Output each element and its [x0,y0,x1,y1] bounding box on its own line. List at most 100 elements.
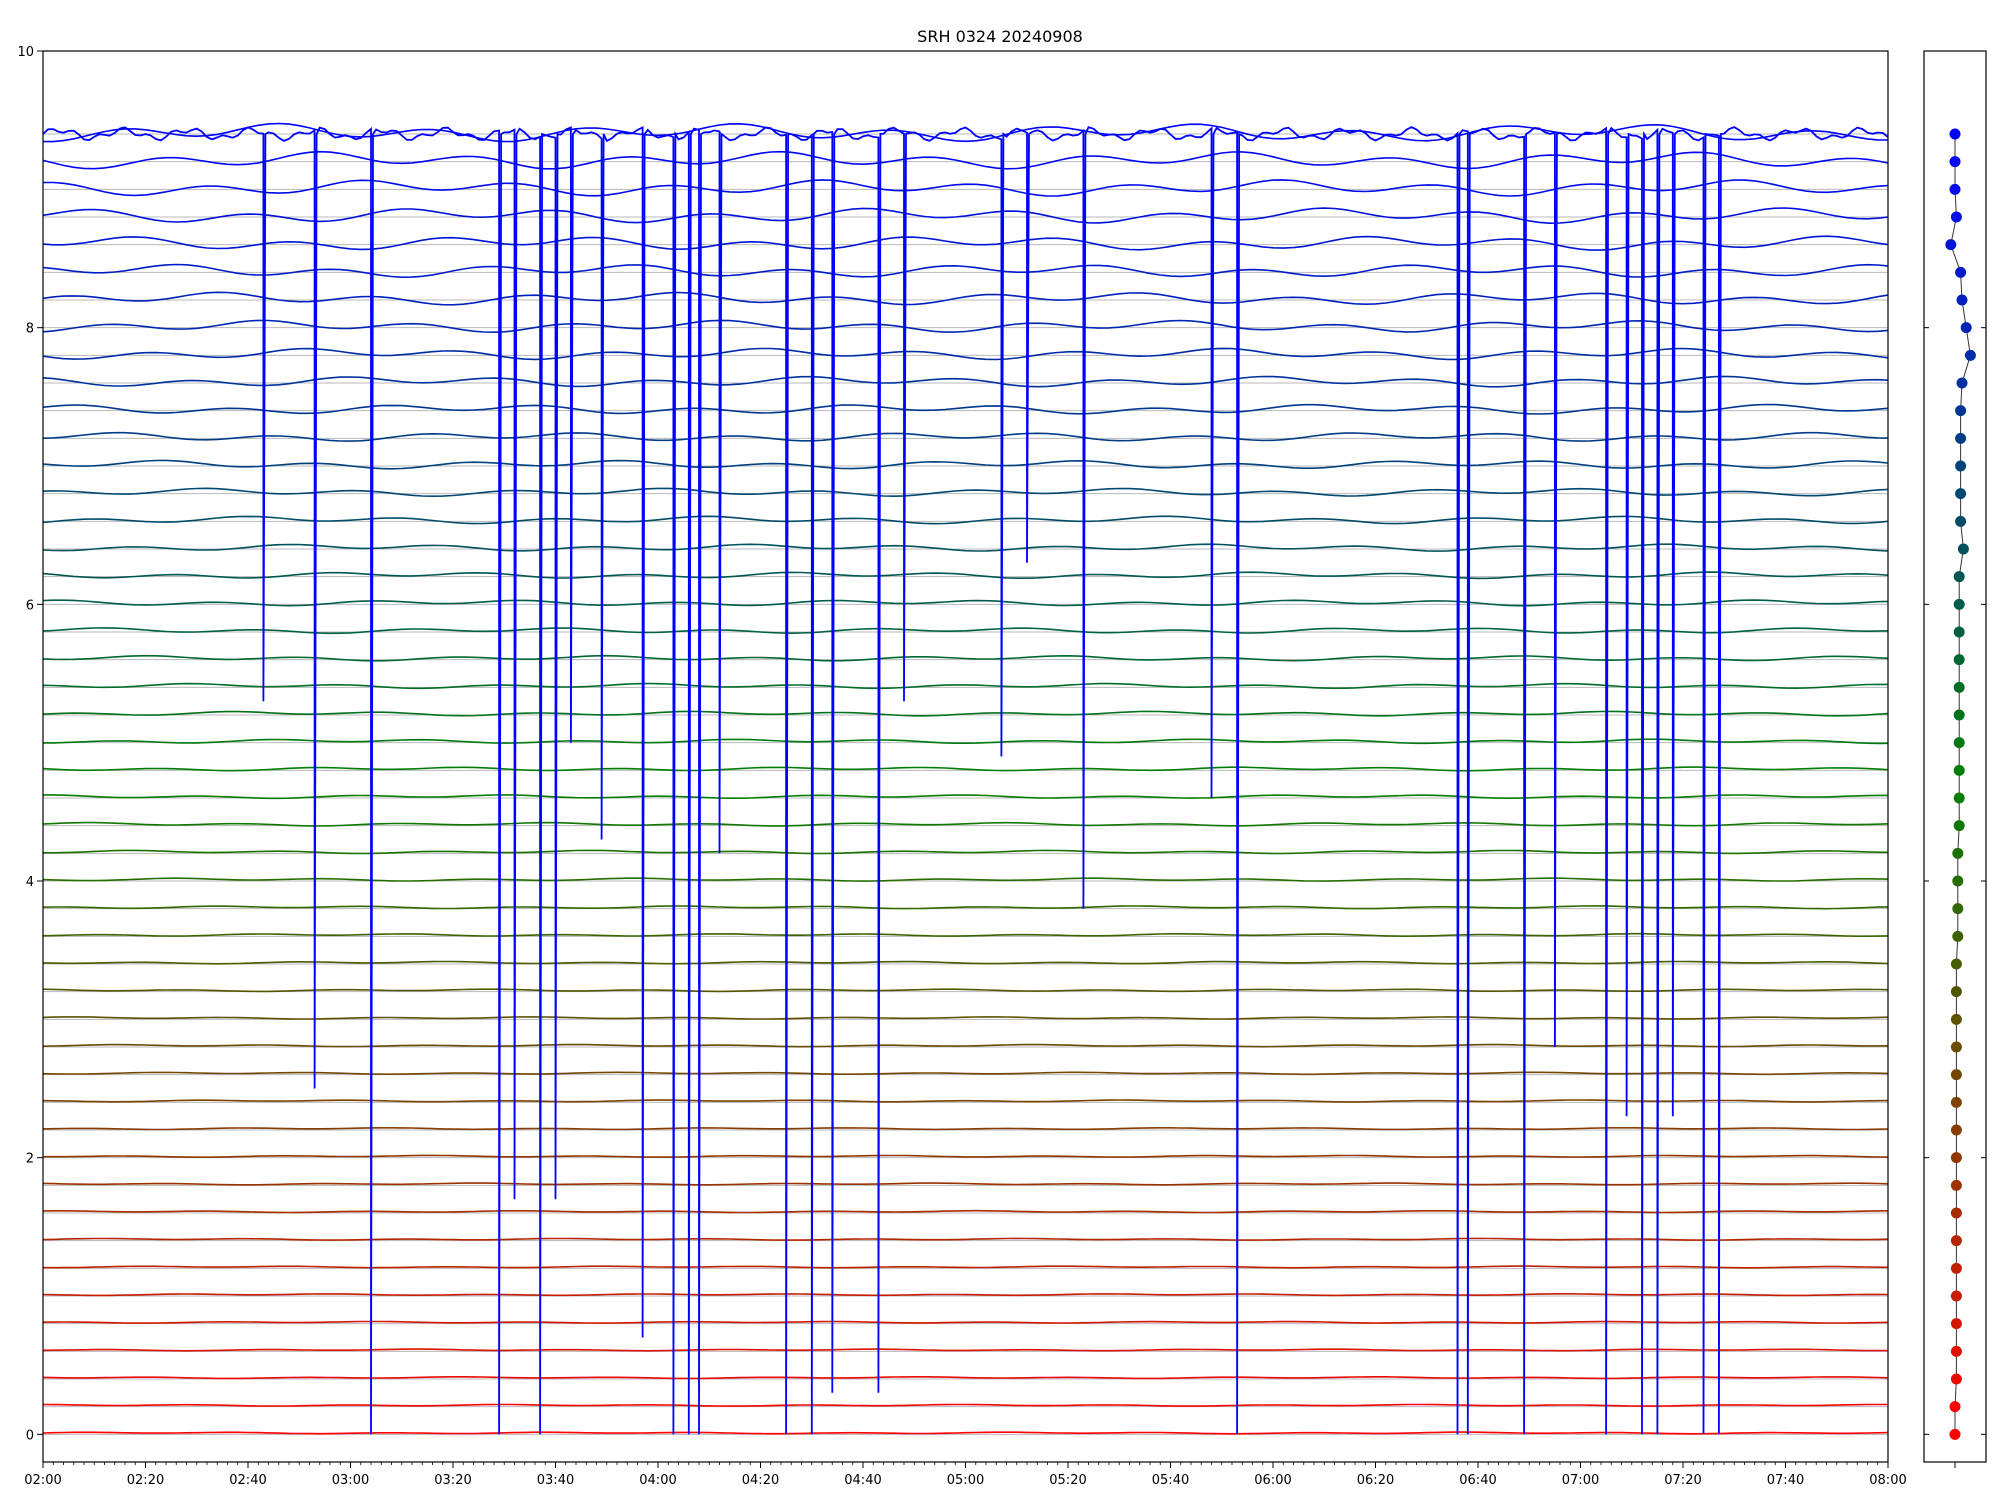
side-point [1953,709,1965,721]
side-point [1955,266,1967,278]
side-point [1949,1401,1961,1413]
side-point [1956,377,1968,389]
side-point [1949,128,1961,140]
side-point [1952,930,1964,942]
side-point [1956,294,1968,306]
channel-trace [42,1043,1889,1048]
side-point [1950,1069,1962,1081]
channel-trace [42,1348,1888,1352]
channel-trace [42,1403,1888,1407]
side-point [1950,1179,1962,1191]
side-point [1953,571,1965,583]
channel-trace [42,710,1889,717]
side-point [1950,1262,1962,1274]
side-point [1950,1124,1962,1136]
channel-trace [42,1209,1889,1214]
channel-trace [43,849,1889,855]
x-tick-label: 07:40 [1767,1473,1804,1488]
side-point [1950,958,1962,970]
x-tick-label: 02:40 [229,1473,266,1488]
x-tick-label: 03:00 [332,1473,369,1488]
side-point [1955,488,1967,500]
side-point [1950,1152,1962,1164]
side-point [1950,1207,1962,1219]
x-tick-label: 05:20 [1049,1473,1086,1488]
channel-trace [42,1099,1889,1103]
side-point [1960,322,1972,334]
side-point [1955,405,1967,417]
channel-trace [42,1127,1889,1131]
channel-trace [42,1071,1889,1076]
x-tick-label: 02:20 [127,1473,164,1488]
channel-trace [42,877,1889,882]
side-point [1952,847,1964,859]
side-point [1964,349,1976,361]
x-tick-label: 03:20 [434,1473,471,1488]
channel-trace [42,375,1889,388]
channel-trace [43,1154,1889,1158]
channel-trace [42,1016,1889,1020]
y-tick-label: 6 [26,598,34,613]
x-tick-label: 05:40 [1152,1473,1189,1488]
channel-trace [42,543,1889,552]
x-tick-label: 04:00 [639,1473,676,1488]
channel-trace [42,960,1889,965]
channel-trace [42,905,1889,910]
side-point [1952,903,1964,915]
chart-title: SRH 0324 20240908 [917,27,1083,46]
channel-trace [42,431,1889,442]
side-point [1945,239,1957,251]
channel-trace [42,207,1889,225]
channel-trace [42,1265,1889,1269]
main-plot-frame [42,50,1889,1463]
side-point [1955,432,1967,444]
side-point [1950,1013,1962,1025]
channel-trace [42,235,1889,251]
side-point [1953,764,1965,776]
channel-trace [43,122,1889,143]
x-tick-label: 06:00 [1254,1473,1291,1488]
y-tick-label: 8 [26,322,34,337]
x-tick-label: 04:20 [742,1473,779,1488]
side-point [1950,1235,1962,1247]
dropout-series-trace [42,126,1889,1435]
channel-trace [42,150,1889,170]
side-point [1952,875,1964,887]
channel-trace [42,1182,1889,1186]
channel-trace [42,459,1889,470]
x-tick-label: 07:20 [1664,1473,1701,1488]
main-series [42,122,1889,1435]
channel-trace [42,766,1889,772]
y-axis: 0 2 4 6 8 10 [17,45,43,1443]
channel-trace [42,291,1889,306]
side-point [1950,1373,1962,1385]
side-point [1953,792,1965,804]
channel-trace [42,988,1889,993]
x-tick-label: 07:00 [1562,1473,1599,1488]
channel-trace [42,821,1889,827]
side-point [1950,1096,1962,1108]
channel-trace [42,682,1888,690]
side-panel-series [1945,128,1976,1440]
side-point [1953,626,1965,638]
x-tick-label: 02:00 [24,1473,61,1488]
channel-trace [42,1376,1889,1380]
channel-trace [43,738,1889,745]
side-panel-frame [1923,50,1987,1463]
side-point [1949,1428,1961,1440]
x-tick-label: 08:00 [1869,1473,1906,1488]
side-point [1950,1345,1962,1357]
channel-trace [42,515,1889,525]
channel-trace [43,794,1888,800]
x-tick-label: 05:00 [947,1473,984,1488]
channel-trace [42,1431,1889,1435]
side-point [1950,211,1962,223]
channel-trace [42,487,1889,498]
side-panel-axis [1924,50,1986,1468]
y-tick-label: 2 [26,1152,34,1167]
side-point [1953,681,1965,693]
channel-trace [42,1293,1889,1297]
side-point [1950,1290,1962,1302]
side-point [1949,156,1961,168]
channel-trace [42,571,1889,580]
